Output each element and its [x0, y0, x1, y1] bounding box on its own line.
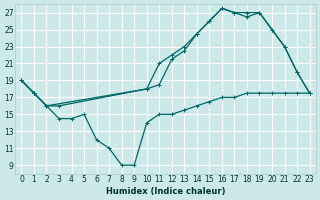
X-axis label: Humidex (Indice chaleur): Humidex (Indice chaleur): [106, 187, 225, 196]
